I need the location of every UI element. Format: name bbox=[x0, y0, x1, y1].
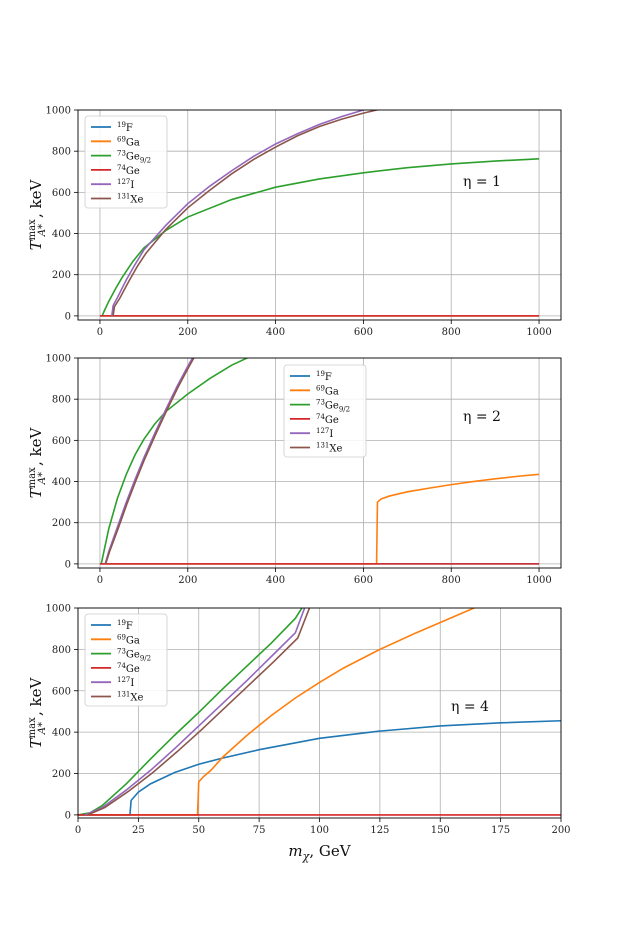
y-tick-label: 1000 bbox=[46, 354, 71, 365]
legend-entry: 19F bbox=[117, 619, 133, 632]
x-tick-label: 150 bbox=[431, 825, 450, 836]
y-tick-label: 800 bbox=[52, 147, 71, 158]
legend-entry: 19F bbox=[117, 121, 133, 134]
y-axis-label: TmaxA*, keV bbox=[27, 178, 48, 250]
x-tick-label: 200 bbox=[178, 575, 197, 586]
series-line-73Ge9/2 bbox=[100, 358, 249, 565]
x-tick-label: 25 bbox=[132, 825, 145, 836]
x-tick-label: 50 bbox=[192, 825, 205, 836]
series-line-131Xe bbox=[87, 608, 311, 816]
x-tick-label: 125 bbox=[370, 825, 389, 836]
series-line-69Ga bbox=[99, 473, 540, 565]
x-tick-label: 800 bbox=[442, 575, 461, 586]
legend-entry: 69Ga bbox=[117, 633, 140, 646]
x-tick-label: 0 bbox=[97, 575, 103, 586]
x-tick-label: 400 bbox=[266, 327, 285, 338]
x-tick-label: 175 bbox=[491, 825, 510, 836]
y-axis-label: TmaxA*, keV bbox=[27, 426, 48, 498]
y-tick-label: 200 bbox=[52, 518, 71, 529]
x-tick-label: 600 bbox=[354, 327, 373, 338]
axes-frame bbox=[77, 109, 562, 321]
x-tick-label: 1000 bbox=[526, 327, 551, 338]
x-tick-label: 0 bbox=[75, 825, 81, 836]
x-tick-label: 0 bbox=[97, 327, 103, 338]
y-tick-label: 600 bbox=[52, 436, 71, 447]
series-line-127I bbox=[111, 110, 369, 316]
x-tick-label: 75 bbox=[253, 825, 266, 836]
legend-entry: 69Ga bbox=[117, 135, 140, 148]
chart-panel-3: 0 25 50 75 100 125 150 175 200 0 200 400 600 800 1000 T… bbox=[27, 604, 571, 864]
legend-entry: 74Ge bbox=[316, 413, 339, 426]
y-tick-label: 200 bbox=[52, 270, 71, 281]
series-line-69Ga bbox=[78, 608, 477, 816]
y-tick-label: 0 bbox=[65, 311, 71, 322]
x-axis-label: mχ, GeV bbox=[288, 842, 351, 863]
y-tick-label: 1000 bbox=[46, 106, 71, 117]
series-line-73Ge9/2 bbox=[78, 608, 303, 816]
series-line-73Ge9/2 bbox=[101, 157, 540, 317]
series-line-19F bbox=[78, 719, 561, 816]
y-tick-label: 600 bbox=[52, 686, 71, 697]
x-tick-label: 1000 bbox=[526, 575, 551, 586]
x-tick-label: 800 bbox=[442, 327, 461, 338]
legend-entry: 73Ge9/2 bbox=[117, 150, 151, 165]
legend-entry: 74Ge bbox=[117, 662, 140, 675]
chart-panel-1: 0 200 400 600 800 1000 0 200 400 600 800 1000 TmaxA*… bbox=[27, 106, 562, 338]
legend-entry: 131Xe bbox=[117, 193, 143, 206]
legend-entry: 131Xe bbox=[316, 442, 342, 455]
y-tick-label: 0 bbox=[65, 559, 71, 570]
series-line-131Xe bbox=[104, 358, 195, 565]
y-tick-label: 400 bbox=[52, 229, 71, 240]
series-line-131Xe bbox=[112, 110, 381, 316]
x-tick-label: 200 bbox=[551, 825, 570, 836]
y-tick-label: 1000 bbox=[46, 604, 71, 615]
y-tick-label: 800 bbox=[52, 645, 71, 656]
x-tick-label: 200 bbox=[178, 327, 197, 338]
series-line-127I bbox=[104, 358, 194, 565]
eta-annotation: η = 1 bbox=[463, 174, 501, 190]
y-tick-label: 600 bbox=[52, 188, 71, 199]
axes-frame bbox=[77, 357, 562, 569]
eta-annotation: η = 4 bbox=[451, 699, 489, 715]
legend-entry: 69Ga bbox=[316, 384, 339, 397]
legend-entry: 19F bbox=[316, 370, 332, 383]
series-line-127I bbox=[84, 608, 306, 816]
legend-entry: 73Ge9/2 bbox=[316, 399, 350, 414]
y-tick-label: 800 bbox=[52, 395, 71, 406]
y-tick-label: 200 bbox=[52, 769, 71, 780]
y-tick-label: 400 bbox=[52, 477, 71, 488]
legend-entry: 127I bbox=[117, 676, 134, 689]
x-tick-label: 600 bbox=[354, 575, 373, 586]
legend-entry: 73Ge9/2 bbox=[117, 648, 151, 663]
chart-panel-2: 0 200 400 600 800 1000 0 200 400 600 800 1000 TmaxA*… bbox=[27, 354, 562, 586]
legend-entry: 127I bbox=[117, 178, 134, 191]
x-tick-label: 400 bbox=[266, 575, 285, 586]
legend-entry: 131Xe bbox=[117, 691, 143, 704]
y-tick-label: 400 bbox=[52, 728, 71, 739]
legend-entry: 127I bbox=[316, 427, 333, 440]
x-tick-label: 100 bbox=[310, 825, 329, 836]
y-axis-label: TmaxA*, keV bbox=[27, 676, 48, 748]
y-tick-label: 0 bbox=[65, 810, 71, 821]
legend-entry: 74Ge bbox=[117, 164, 140, 177]
eta-annotation: η = 2 bbox=[463, 409, 501, 425]
